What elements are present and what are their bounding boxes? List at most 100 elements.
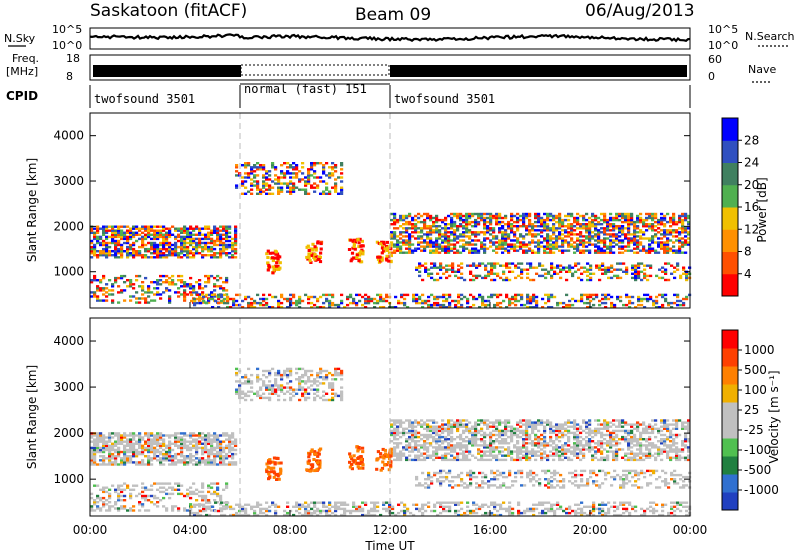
heatmap-cell [168, 455, 171, 457]
heatmap-cell [516, 250, 519, 252]
heatmap-cell [507, 450, 510, 452]
heatmap-cell [328, 172, 331, 174]
heatmap-cell [513, 444, 516, 446]
heatmap-cell [553, 267, 556, 269]
heatmap-cell [493, 294, 496, 296]
heatmap-cell [538, 275, 541, 277]
heatmap-cell [571, 275, 574, 277]
heatmap-cell [573, 233, 576, 235]
heatmap-cell [210, 453, 213, 455]
heatmap-cell [655, 275, 658, 277]
heatmap-cell [156, 246, 159, 248]
heatmap-cell [150, 291, 153, 293]
heatmap-cell [555, 438, 558, 440]
heatmap-cell [304, 380, 307, 382]
heatmap-cell [180, 432, 183, 434]
heatmap-cell [676, 265, 679, 267]
heatmap-cell [676, 304, 679, 306]
heatmap-cell [340, 370, 343, 372]
heatmap-cell [99, 228, 102, 230]
heatmap-cell [636, 225, 639, 227]
heatmap-cell [468, 229, 471, 231]
heatmap-cell [444, 446, 447, 448]
heatmap-cell [276, 268, 279, 271]
heatmap-cell [471, 442, 474, 444]
heatmap-cell [141, 449, 144, 451]
heatmap-cell [213, 252, 216, 254]
heatmap-cell [310, 187, 313, 189]
heatmap-cell [663, 241, 666, 243]
heatmap-cell [411, 438, 414, 440]
heatmap-cell [96, 438, 99, 440]
heatmap-cell [189, 256, 192, 258]
heatmap-cell [262, 187, 265, 189]
heatmap-cell [304, 399, 307, 401]
heatmap-cell [441, 430, 444, 432]
heatmap-cell [496, 262, 499, 264]
heatmap-cell [540, 235, 543, 237]
heatmap-cell [313, 399, 316, 401]
heatmap-cell [675, 239, 678, 241]
heatmap-cell [525, 442, 528, 444]
noise-left-tick-bottom: 10^0 [52, 39, 82, 52]
heatmap-cell [117, 453, 120, 455]
heatmap-cell [141, 438, 144, 440]
heatmap-cell [150, 457, 153, 459]
heatmap-cell [565, 304, 568, 306]
heatmap-cell [334, 182, 337, 184]
heatmap-cell [558, 231, 561, 233]
heatmap-cell [457, 300, 460, 302]
heatmap-cell [466, 302, 469, 304]
heatmap-cell [426, 423, 429, 425]
heatmap-cell [501, 430, 504, 432]
heatmap-cell [183, 447, 186, 449]
heatmap-cell [156, 455, 159, 457]
heatmap-cell [126, 449, 129, 451]
heatmap-cell [159, 443, 162, 445]
heatmap-cell [117, 248, 120, 250]
heatmap-cell [340, 294, 343, 296]
heatmap-cell [429, 237, 432, 239]
heatmap-cell [111, 226, 114, 228]
heatmap-cell [441, 457, 444, 459]
heatmap-cell [105, 491, 108, 493]
heatmap-cell [126, 236, 129, 238]
heatmap-cell [477, 419, 480, 421]
heatmap-cell [222, 242, 225, 244]
heatmap-cell [96, 497, 99, 499]
heatmap-cell [634, 271, 637, 273]
heatmap-cell [286, 162, 289, 164]
heatmap-cell [120, 499, 123, 501]
heatmap-cell [153, 246, 156, 248]
heatmap-cell [609, 243, 612, 245]
heatmap-cell [171, 489, 174, 491]
heatmap-cell [639, 217, 642, 219]
heatmap-cell [414, 419, 417, 421]
heatmap-cell [111, 436, 114, 438]
heatmap-cell [132, 443, 135, 445]
heatmap-cell [138, 501, 141, 503]
heatmap-cell [490, 262, 493, 264]
heatmap-cell [120, 226, 123, 228]
heatmap-cell [195, 434, 198, 436]
heatmap-cell [607, 277, 610, 279]
heatmap-cell [522, 455, 525, 457]
heatmap-cell [156, 489, 159, 491]
heatmap-cell [192, 256, 195, 258]
heatmap-cell [558, 423, 561, 425]
heatmap-cell [495, 455, 498, 457]
heatmap-cell [459, 219, 462, 221]
heatmap-cell [537, 442, 540, 444]
heatmap-cell [393, 446, 396, 448]
heatmap-cell [126, 240, 129, 242]
heatmap-cell [340, 180, 343, 182]
heatmap-cell [174, 443, 177, 445]
heatmap-cell [450, 419, 453, 421]
heatmap-cell [93, 236, 96, 238]
heatmap-cell [183, 507, 186, 509]
heatmap-cell [265, 397, 268, 399]
heatmap-cell [447, 419, 450, 421]
heatmap-cell [561, 453, 564, 455]
heatmap-cell [126, 230, 129, 232]
heatmap-cell [618, 213, 621, 215]
